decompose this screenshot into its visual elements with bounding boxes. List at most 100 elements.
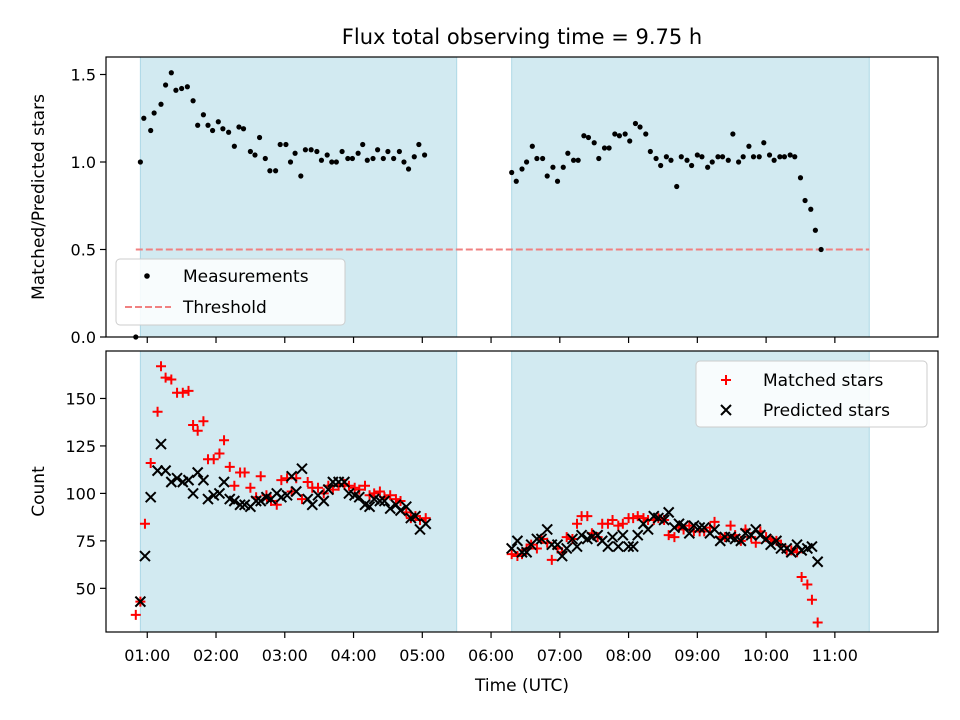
measurement-point — [308, 147, 314, 153]
measurement-point — [267, 168, 273, 174]
predicted-point — [378, 495, 391, 507]
measurement-point — [740, 154, 746, 160]
predicted-point — [612, 540, 624, 553]
measurement-point — [277, 141, 283, 148]
predicted-point — [622, 540, 635, 553]
measurement-point — [256, 134, 263, 141]
matched-point — [806, 594, 817, 605]
predicted-point — [642, 523, 654, 536]
matched-point — [812, 617, 823, 628]
y-tick-label: 0.0 — [71, 328, 96, 347]
measurement-point — [746, 143, 752, 149]
matched-point — [188, 420, 199, 431]
predicted-point — [677, 519, 690, 532]
measurement-point — [292, 150, 298, 156]
measurement-point — [668, 157, 674, 163]
legend-measurement-marker — [144, 273, 150, 279]
matched-point — [139, 518, 150, 529]
predicted-point — [708, 523, 721, 536]
measurement-point — [401, 159, 407, 165]
measurement-point — [298, 173, 304, 179]
matched-point — [198, 416, 209, 427]
predicted-point — [551, 538, 564, 551]
measurement-point — [818, 246, 824, 253]
measurement-point — [252, 152, 258, 158]
matched-point — [369, 488, 380, 499]
predicted-point — [318, 495, 330, 507]
measurement-point — [184, 84, 190, 90]
matched-point — [390, 494, 401, 505]
predicted-point — [785, 546, 798, 558]
matched-point — [183, 385, 194, 396]
measurement-point — [591, 140, 597, 146]
measurement-point — [519, 166, 525, 172]
matched-point — [177, 387, 188, 398]
legend-predicted-marker — [720, 404, 732, 416]
predicted-point — [363, 500, 376, 513]
measurement-point — [380, 155, 386, 162]
matched-point — [313, 482, 324, 493]
measurement-point — [324, 152, 330, 158]
measurement-point — [148, 127, 154, 134]
matched-point — [245, 482, 256, 493]
predicted-point — [400, 500, 412, 513]
measurement-point — [715, 154, 721, 160]
x-tick-label: 04:00 — [330, 646, 376, 665]
matched-point — [420, 513, 431, 524]
matched-point — [239, 467, 250, 478]
measurement-point — [632, 120, 639, 127]
measurement-point — [565, 150, 571, 156]
predicted-point — [806, 540, 818, 553]
matched-point — [546, 554, 557, 565]
measurement-point — [596, 155, 602, 162]
measurement-point — [575, 157, 581, 163]
measurement-point — [581, 133, 587, 139]
measurement-point — [750, 154, 757, 160]
measurement-point — [781, 154, 788, 160]
y-tick-label: 1.0 — [71, 153, 96, 172]
y-tick-label: 100 — [65, 484, 96, 503]
measurement-point — [797, 175, 804, 181]
predicted-point — [531, 533, 543, 545]
legend-matched-marker — [721, 375, 731, 385]
matched-point — [628, 513, 639, 524]
measurement-point — [771, 157, 777, 163]
matched-point — [607, 514, 618, 525]
measurement-point — [200, 112, 207, 118]
matched-point — [229, 480, 240, 491]
predicted-point — [535, 533, 548, 545]
measurement-point — [612, 131, 618, 137]
matched-point — [632, 511, 643, 522]
measurement-point — [190, 98, 196, 104]
legend-matched-label: Matched stars — [763, 371, 883, 391]
measurement-point — [802, 197, 808, 204]
measurement-point — [273, 168, 279, 174]
measurement-point — [349, 155, 355, 162]
predicted-point — [754, 529, 767, 541]
measurement-point — [513, 178, 519, 184]
top-panel: 0.0 0.5 1.0 1.5 Matched/Predicted stars Measu… — [29, 56, 939, 347]
measurement-point — [627, 138, 633, 144]
measurement-point — [195, 122, 201, 128]
x-tick-label: 03:00 — [262, 646, 308, 665]
measurement-point — [314, 148, 320, 155]
measurement-point — [689, 162, 695, 169]
matched-point — [385, 490, 396, 501]
predicted-point — [658, 514, 670, 526]
measurement-point — [725, 157, 731, 163]
measurement-point — [396, 148, 402, 155]
matched-point — [582, 511, 593, 522]
x-tick-label: 06:00 — [468, 646, 514, 665]
predicted-point — [556, 550, 568, 562]
measurement-point — [647, 148, 653, 155]
predicted-point — [338, 476, 351, 488]
predicted-point — [394, 504, 407, 517]
measurement-point — [173, 87, 179, 93]
matched-point — [617, 518, 628, 529]
measurement-point — [534, 155, 540, 162]
predicted-point — [159, 464, 172, 477]
matched-point — [796, 571, 807, 582]
matched-point — [663, 530, 674, 541]
measurement-point — [544, 173, 550, 179]
matched-point — [214, 448, 225, 459]
